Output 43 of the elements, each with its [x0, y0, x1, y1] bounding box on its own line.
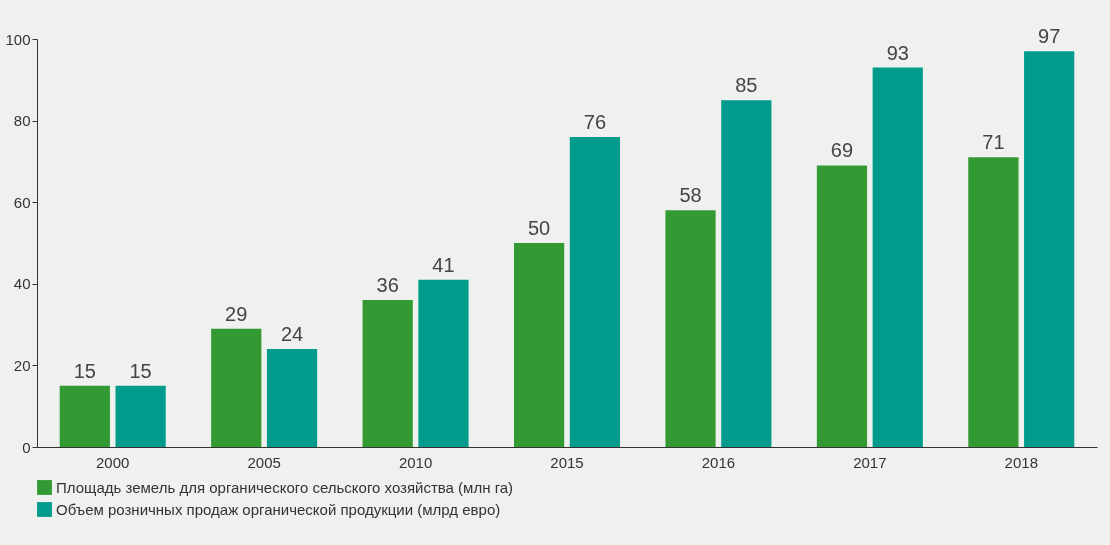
data-label: 85 [735, 74, 758, 97]
x-tick-label: 2017 [853, 453, 887, 471]
data-label: 93 [886, 41, 909, 64]
bar [816, 165, 868, 447]
legend-label: Площадь земель для органического сельского хозяйства (млн га) [56, 478, 514, 496]
data-label: 15 [73, 359, 96, 382]
bar [514, 243, 565, 447]
data-label: 36 [376, 274, 399, 297]
bar [569, 136, 620, 447]
x-tick-label: 2005 [247, 453, 281, 471]
data-label: 69 [830, 139, 854, 162]
data-label: 71 [982, 131, 1005, 154]
bar [872, 67, 923, 447]
bar [59, 385, 110, 447]
x-tick-label: 2015 [550, 453, 584, 471]
y-tick-label: 60 [13, 193, 31, 211]
y-tick-label: 100 [5, 30, 31, 48]
data-label: 58 [679, 184, 702, 207]
x-tick-label: 2016 [701, 453, 736, 471]
bar [362, 300, 413, 447]
bar [665, 210, 716, 447]
legend-label: Объем розничных продаж органической продукции (млрд евро) [56, 500, 501, 518]
x-tick-label: 2010 [398, 453, 433, 471]
y-tick-label: 40 [13, 275, 31, 293]
data-label: 76 [583, 110, 607, 133]
bar [1024, 51, 1075, 447]
y-tick-label: 0 [22, 438, 31, 456]
data-label: 97 [1038, 25, 1061, 48]
data-label: 24 [280, 323, 304, 346]
bar [115, 385, 166, 447]
bar [968, 157, 1019, 447]
x-tick-label: 2018 [1004, 453, 1038, 471]
data-label: 29 [225, 302, 248, 325]
bar [211, 328, 262, 447]
bar [721, 100, 772, 447]
y-tick-label: 20 [13, 356, 31, 374]
data-label: 41 [432, 253, 455, 276]
bar [418, 279, 469, 447]
data-label: 15 [129, 359, 152, 382]
bar [266, 349, 318, 447]
y-tick-label: 80 [13, 112, 31, 130]
x-tick-label: 2000 [96, 453, 130, 471]
data-label: 50 [527, 217, 551, 239]
